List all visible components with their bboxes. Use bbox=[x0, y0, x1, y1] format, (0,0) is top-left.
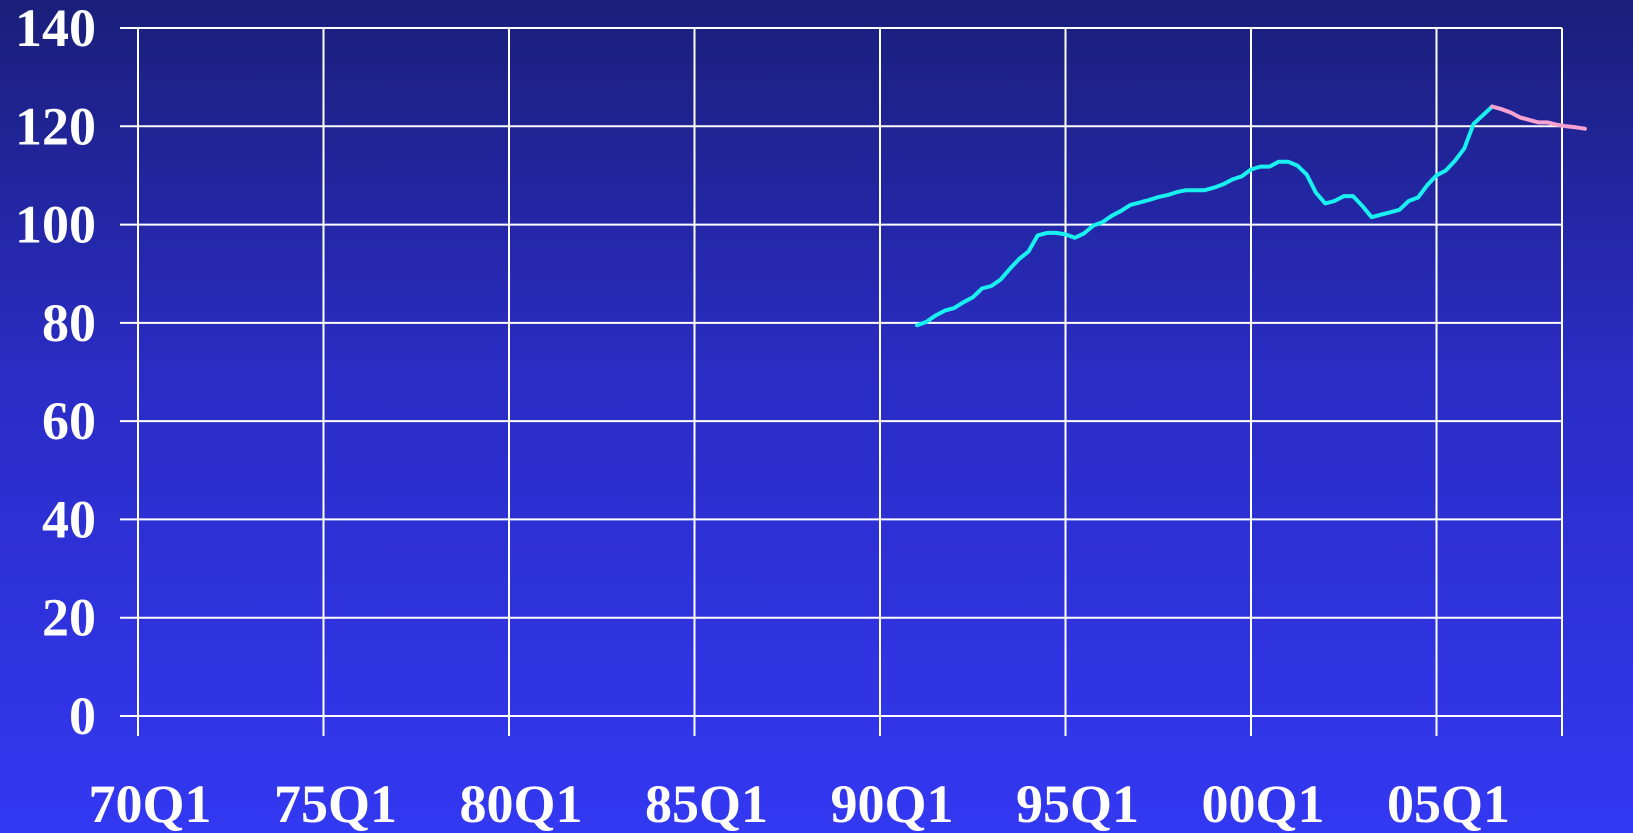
y-tick-label: 0 bbox=[69, 686, 96, 746]
x-tick-label: 85Q1 bbox=[645, 774, 768, 833]
x-tick-label: 80Q1 bbox=[459, 774, 582, 833]
y-tick-label: 80 bbox=[42, 293, 96, 353]
x-tick-label: 75Q1 bbox=[274, 774, 397, 833]
x-tick-label: 95Q1 bbox=[1016, 774, 1139, 833]
x-tick-label: 90Q1 bbox=[830, 774, 953, 833]
x-tick-label: 05Q1 bbox=[1387, 774, 1510, 833]
y-tick-label: 60 bbox=[42, 391, 96, 451]
series-line-actual bbox=[915, 104, 1495, 328]
series-lines bbox=[915, 104, 1587, 328]
grid-lines bbox=[120, 27, 1563, 736]
y-tick-label: 100 bbox=[15, 195, 96, 255]
y-tick-label: 20 bbox=[42, 588, 96, 648]
y-tick-label: 40 bbox=[42, 489, 96, 549]
x-axis-tick-labels: 70Q1 75Q1 80Q1 85Q1 90Q1 95Q1 00Q1 05Q1 bbox=[88, 774, 1510, 833]
y-tick-label: 140 bbox=[15, 0, 96, 58]
series-line-forecast bbox=[1490, 104, 1587, 131]
y-tick-label: 120 bbox=[15, 96, 96, 156]
axes bbox=[120, 28, 1562, 717]
y-axis-tick-labels: 0 20 40 60 80 100 120 140 bbox=[15, 0, 96, 746]
x-tick-label: 70Q1 bbox=[88, 774, 211, 833]
x-tick-label: 00Q1 bbox=[1201, 774, 1324, 833]
